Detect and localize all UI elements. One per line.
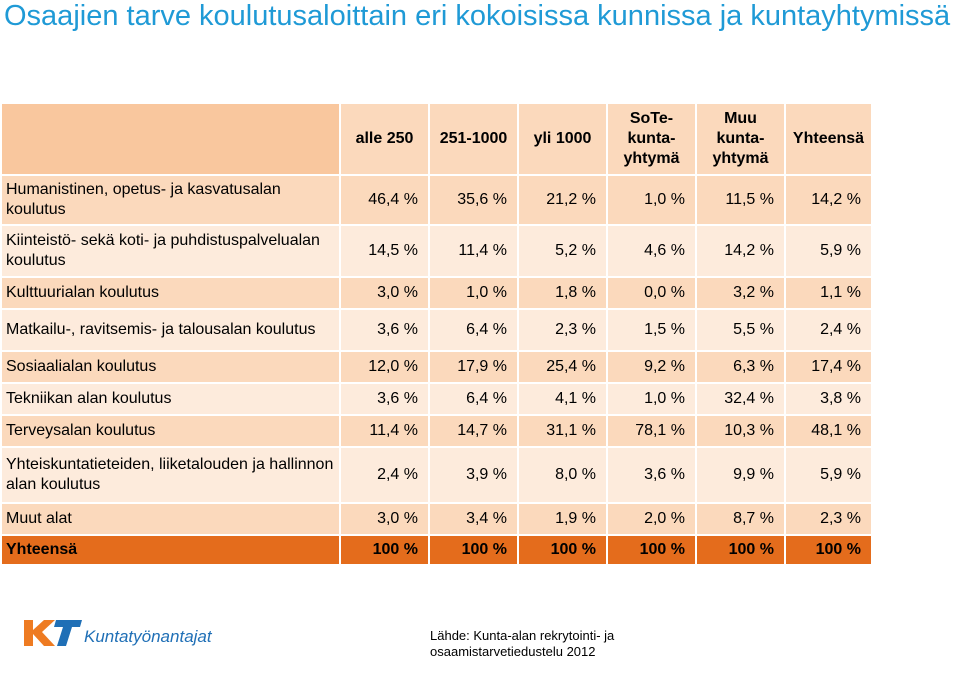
kt-logo-icon [24,620,82,646]
value-cell: 14,7 % [428,414,519,448]
column-header: Yhteensä [784,102,873,176]
value-cell: 3,2 % [695,276,786,310]
value-cell: 25,4 % [517,350,608,384]
value-cell: 2,3 % [517,308,608,352]
table-row: Humanistinen, opetus- ja kasvatusalan ko… [0,174,873,226]
value-cell: 6,4 % [428,308,519,352]
row-label: Terveysalan koulutus [0,414,341,448]
value-cell: 8,7 % [695,502,786,536]
total-value-cell: 100 % [339,534,430,566]
value-cell: 3,6 % [339,308,430,352]
value-cell: 11,4 % [339,414,430,448]
row-label: Kulttuurialan koulutus [0,276,341,310]
value-cell: 35,6 % [428,174,519,226]
value-cell: 14,2 % [695,224,786,278]
total-value-cell: 100 % [784,534,873,566]
header-row: alle 250 251-1000 yli 1000 SoTe- kunta- yht… [0,102,873,176]
value-cell: 6,3 % [695,350,786,384]
data-table: alle 250 251-1000 yli 1000 SoTe- kunta- yht… [0,102,873,566]
value-cell: 6,4 % [428,382,519,416]
value-cell: 1,1 % [784,276,873,310]
row-label: Matkailu-, ravitsemis- ja talousalan kou… [0,308,341,352]
row-label: Tekniikan alan koulutus [0,382,341,416]
value-cell: 3,6 % [339,382,430,416]
value-cell: 9,2 % [606,350,697,384]
table-row: Matkailu-, ravitsemis- ja talousalan kou… [0,308,873,352]
table-body: Humanistinen, opetus- ja kasvatusalan ko… [0,174,873,566]
value-cell: 4,1 % [517,382,608,416]
data-table-wrapper: alle 250 251-1000 yli 1000 SoTe- kunta- yht… [0,102,873,566]
column-header: alle 250 [339,102,430,176]
row-label: Yhteiskuntatieteiden, liiketalouden ja h… [0,446,341,504]
total-value-cell: 100 % [428,534,519,566]
value-cell: 14,2 % [784,174,873,226]
value-cell: 3,0 % [339,502,430,536]
row-label: Kiinteistö- sekä koti- ja puhdistuspalve… [0,224,341,278]
source-note: Lähde: Kunta-alan rekrytointi- ja osaami… [430,628,615,659]
value-cell: 78,1 % [606,414,697,448]
value-cell: 3,6 % [606,446,697,504]
value-cell: 3,8 % [784,382,873,416]
header-corner-cell [0,102,341,176]
column-header: SoTe- kunta- yhtymä [606,102,697,176]
value-cell: 11,4 % [428,224,519,278]
total-label: Yhteensä [0,534,341,566]
value-cell: 1,5 % [606,308,697,352]
value-cell: 14,5 % [339,224,430,278]
kt-logo-text: Kuntatyönantajat [84,627,213,646]
row-label: Humanistinen, opetus- ja kasvatusalan ko… [0,174,341,226]
table-row: Tekniikan alan koulutus 3,6 % 6,4 % 4,1 % 1,… [0,382,873,416]
value-cell: 8,0 % [517,446,608,504]
value-cell: 1,9 % [517,502,608,536]
column-header: 251-1000 [428,102,519,176]
row-label: Muut alat [0,502,341,536]
value-cell: 1,0 % [606,174,697,226]
total-value-cell: 100 % [517,534,608,566]
value-cell: 21,2 % [517,174,608,226]
column-header: Muu kunta- yhtymä [695,102,786,176]
value-cell: 4,6 % [606,224,697,278]
value-cell: 5,9 % [784,224,873,278]
value-cell: 2,0 % [606,502,697,536]
value-cell: 12,0 % [339,350,430,384]
value-cell: 32,4 % [695,382,786,416]
value-cell: 31,1 % [517,414,608,448]
value-cell: 11,5 % [695,174,786,226]
table-row: Terveysalan koulutus 11,4 % 14,7 % 31,1 % 78… [0,414,873,448]
total-value-cell: 100 % [695,534,786,566]
value-cell: 48,1 % [784,414,873,448]
value-cell: 46,4 % [339,174,430,226]
column-header: yli 1000 [517,102,608,176]
value-cell: 17,9 % [428,350,519,384]
total-row: Yhteensä 100 % 100 % 100 % 100 % 100 % 100 % [0,534,873,566]
value-cell: 2,3 % [784,502,873,536]
value-cell: 5,9 % [784,446,873,504]
value-cell: 0,0 % [606,276,697,310]
value-cell: 2,4 % [784,308,873,352]
table-row: Yhteiskuntatieteiden, liiketalouden ja h… [0,446,873,504]
value-cell: 10,3 % [695,414,786,448]
table-row: Muut alat 3,0 % 3,4 % 1,9 % 2,0 % 8,7 % 2,3 % [0,502,873,536]
value-cell: 1,8 % [517,276,608,310]
value-cell: 9,9 % [695,446,786,504]
value-cell: 5,5 % [695,308,786,352]
page-title: Osaajien tarve koulutusaloittain eri kok… [4,0,951,32]
total-value-cell: 100 % [606,534,697,566]
value-cell: 2,4 % [339,446,430,504]
value-cell: 3,0 % [339,276,430,310]
value-cell: 1,0 % [428,276,519,310]
row-label: Sosiaalialan koulutus [0,350,341,384]
value-cell: 3,9 % [428,446,519,504]
value-cell: 17,4 % [784,350,873,384]
value-cell: 1,0 % [606,382,697,416]
table-row: Kiinteistö- sekä koti- ja puhdistuspalve… [0,224,873,278]
table-row: Sosiaalialan koulutus 12,0 % 17,9 % 25,4 % 9… [0,350,873,384]
value-cell: 3,4 % [428,502,519,536]
kt-logo: Kuntatyönantajat [24,620,213,646]
table-row: Kulttuurialan koulutus 3,0 % 1,0 % 1,8 % 0,0… [0,276,873,310]
value-cell: 5,2 % [517,224,608,278]
